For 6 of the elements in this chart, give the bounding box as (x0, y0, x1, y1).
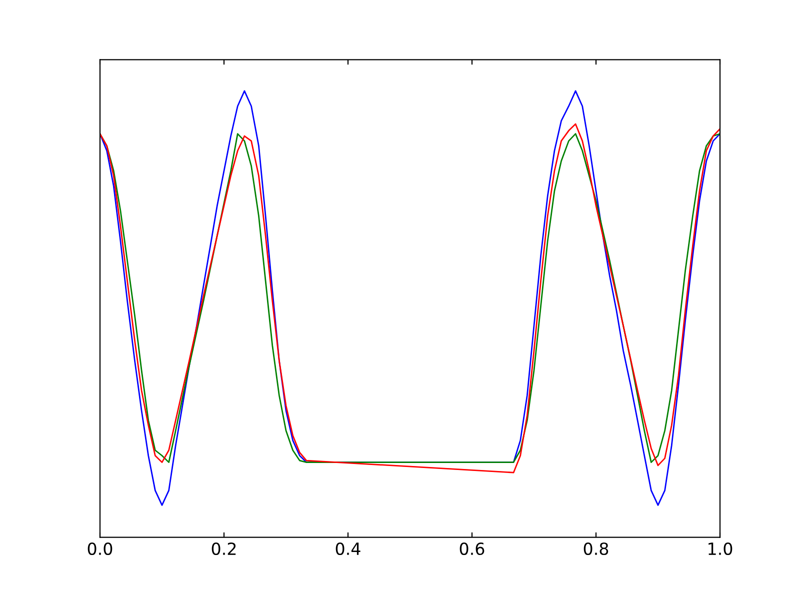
x-tick-label: 0.8 (584, 542, 608, 556)
x-tick-label: 0.0 (88, 542, 112, 556)
x-tick-label: 0.2 (212, 542, 236, 556)
x-tick-label: 0.4 (336, 542, 360, 556)
x-tick-label: 0.6 (460, 542, 484, 556)
x-tick-label: 1.0 (708, 542, 732, 556)
